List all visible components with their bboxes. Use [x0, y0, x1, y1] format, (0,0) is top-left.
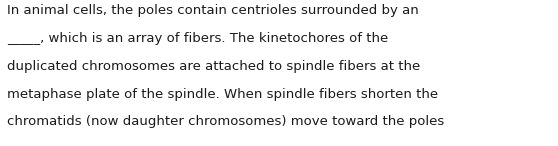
Text: _____, which is an array of fibers. The kinetochores of the: _____, which is an array of fibers. The … — [7, 32, 388, 45]
Text: chromatids (now daughter chromosomes) move toward the poles: chromatids (now daughter chromosomes) mo… — [7, 115, 445, 128]
Text: metaphase plate of the spindle. When spindle fibers shorten the: metaphase plate of the spindle. When spi… — [7, 88, 439, 101]
Text: In animal cells, the poles contain centrioles surrounded by an: In animal cells, the poles contain centr… — [7, 4, 419, 17]
Text: duplicated chromosomes are attached to spindle fibers at the: duplicated chromosomes are attached to s… — [7, 60, 421, 73]
